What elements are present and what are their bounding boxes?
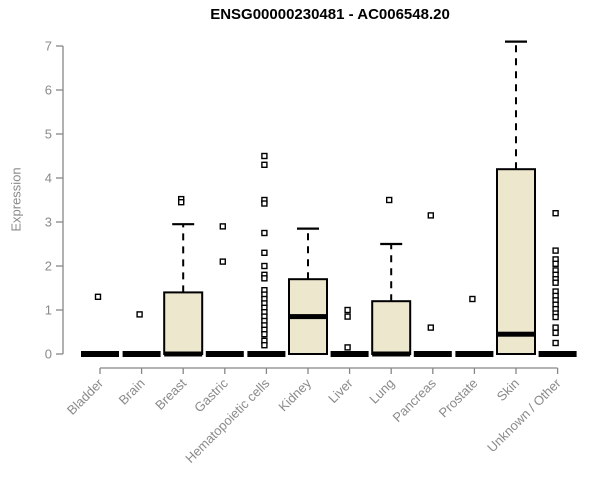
outlier-point <box>261 161 268 169</box>
median-line <box>497 331 535 337</box>
outlier-point <box>344 306 351 314</box>
outlier-point <box>552 260 559 267</box>
outlier-point <box>427 212 434 219</box>
collapsed-box <box>413 351 452 357</box>
collapsed-box <box>455 351 494 357</box>
outlier-point <box>261 331 268 338</box>
x-tick-label: Lung <box>366 376 397 407</box>
x-tick-label: Prostate <box>436 376 481 421</box>
y-tick-label: 0 <box>45 347 52 362</box>
outlier-point <box>261 200 268 207</box>
outlier-point <box>552 209 559 217</box>
outlier-point <box>344 344 351 351</box>
collapsed-box <box>81 351 119 357</box>
y-tick-label: 1 <box>45 303 52 318</box>
outlier-point <box>552 329 559 337</box>
outlier-point <box>427 324 434 331</box>
y-tick-label: 4 <box>45 171 52 186</box>
box <box>371 300 412 356</box>
y-tick-label: 2 <box>45 259 52 274</box>
x-tick-label: Brain <box>116 376 148 408</box>
outlier-point <box>261 342 268 349</box>
x-tick-label: Pancreas <box>389 375 439 425</box>
outlier-point <box>552 313 559 321</box>
outlier-point <box>261 262 268 270</box>
outlier-point <box>261 152 268 160</box>
x-tick-label: Breast <box>152 375 189 412</box>
collapsed-box <box>247 351 286 357</box>
outlier-point <box>136 311 143 318</box>
y-tick-label: 6 <box>45 83 52 98</box>
outlier-point <box>219 223 227 230</box>
outlier-point <box>552 247 559 254</box>
y-tick-label: 5 <box>45 127 52 142</box>
outlier-point <box>261 275 268 282</box>
outlier-point <box>552 324 559 331</box>
collapsed-box <box>122 351 161 357</box>
outlier-point <box>386 196 393 204</box>
x-tick-label: Bladder <box>64 375 107 418</box>
outlier-point <box>552 339 559 347</box>
outlier-point <box>177 198 185 206</box>
x-tick-label: Kidney <box>275 375 314 414</box>
collapsed-box <box>538 351 577 357</box>
outlier-point <box>344 313 351 320</box>
median-line <box>289 314 327 320</box>
outlier-point <box>261 229 268 237</box>
collapsed-box <box>330 351 369 357</box>
box <box>496 168 536 355</box>
outlier-point <box>469 295 476 303</box>
box <box>163 291 204 355</box>
x-tick-label: Gastric <box>191 375 231 415</box>
x-tick-label: Liver <box>325 375 356 406</box>
x-tick-label: Unknown / Other <box>484 375 564 455</box>
outlier-point <box>94 293 102 300</box>
median-line <box>372 351 411 357</box>
outlier-point <box>219 258 227 265</box>
median-line <box>164 351 203 357</box>
y-tick-label: 3 <box>45 215 52 230</box>
y-tick-label: 7 <box>45 39 52 54</box>
outlier-point <box>552 279 559 286</box>
outlier-point <box>261 249 268 257</box>
collapsed-box <box>205 351 244 357</box>
chart-title: ENSG00000230481 - AC006548.20 <box>210 6 450 23</box>
x-tick-label: Skin <box>494 376 522 404</box>
